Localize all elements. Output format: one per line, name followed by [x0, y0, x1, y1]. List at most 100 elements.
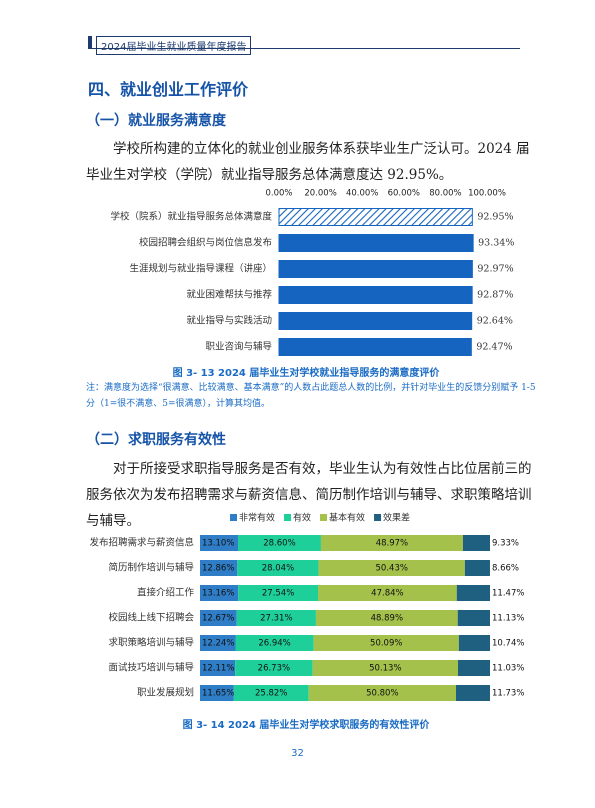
- bar: [278, 312, 473, 330]
- value-label: 13.10%: [202, 539, 234, 549]
- header-line: [92, 48, 520, 49]
- value-label: 47.84%: [371, 589, 403, 599]
- category-label: 生涯规划与就业指导课程（讲座）: [129, 263, 272, 275]
- value-label: 50.80%: [366, 689, 398, 699]
- value-label: 92.95%: [477, 212, 513, 223]
- value-label: 11.65%: [202, 689, 234, 699]
- value-label: 13.16%: [202, 589, 234, 599]
- header-title: 2024届毕业生就业质量年度报告: [96, 36, 252, 55]
- caption: 图 3- 13 2024 届毕业生对学校就业指导服务的满意度评价: [172, 368, 440, 379]
- bar-segment: [313, 635, 459, 651]
- value-label: 50.13%: [369, 664, 401, 674]
- value-label: 48.89%: [371, 614, 403, 624]
- bar-segment: [318, 585, 457, 601]
- section-title: 四、就业创业工作评价: [88, 80, 249, 99]
- value-label: 11.73%: [492, 689, 524, 699]
- x-tick-label: 20.00%: [304, 189, 336, 199]
- legend-swatch: [230, 514, 237, 521]
- bar: [278, 234, 474, 252]
- header-bar: [88, 36, 92, 49]
- bar-segment: [458, 660, 490, 676]
- category-label: 校园线上线下招聘会: [108, 612, 194, 624]
- value-label: 11.47%: [492, 589, 524, 599]
- value-label: 50.43%: [376, 564, 408, 574]
- bar-segment: [200, 585, 239, 601]
- value-label: 25.82%: [255, 689, 287, 699]
- category-label: 简历制作培训与辅导: [108, 562, 194, 574]
- x-tick-label: 100.00%: [468, 189, 506, 199]
- value-label: 92.47%: [476, 342, 512, 353]
- bar: [278, 260, 473, 278]
- value-label: 92.64%: [477, 316, 513, 327]
- value-label: 11.03%: [492, 664, 524, 674]
- category-label: 就业困难帮扶与推荐: [186, 289, 272, 301]
- category-label: 学校（院系）就业指导服务总体满意度: [110, 211, 272, 223]
- value-label: 26.73%: [258, 664, 290, 674]
- value-label: 48.97%: [376, 539, 408, 549]
- value-label: 93.34%: [478, 238, 514, 249]
- bar-segment: [315, 610, 458, 626]
- note: 注：满意度为选择“很满意、比较满意、基本满意”的人数占此题总人数的比例，并针对毕…: [86, 383, 536, 409]
- page-number: 32: [291, 748, 304, 759]
- bar: [278, 338, 472, 356]
- bar-segment: [200, 685, 234, 701]
- bar-segment: [458, 635, 491, 651]
- category-label: 校园招聘会组织与岗位信息发布: [139, 237, 272, 249]
- bar-segment: [320, 535, 463, 551]
- x-tick-label: 80.00%: [429, 189, 461, 199]
- bar: [278, 286, 473, 304]
- value-label: 11.13%: [492, 614, 524, 624]
- legend-swatch: [320, 514, 328, 521]
- bar-segment: [456, 585, 491, 601]
- legend-label: 非常有效: [239, 512, 275, 524]
- category-label: 就业指导与实践活动: [186, 315, 272, 327]
- bar-segment: [238, 585, 319, 601]
- bar-segment: [200, 535, 238, 551]
- value-label: 50.09%: [370, 639, 402, 649]
- value-label: 9.33%: [492, 539, 519, 549]
- bar-segment: [200, 610, 237, 626]
- category-label: 发布招聘需求与薪资信息: [89, 537, 194, 549]
- value-label: 28.60%: [263, 539, 295, 549]
- bar-segment: [462, 535, 490, 551]
- category-label: 职业发展规划: [137, 687, 194, 699]
- value-label: 26.94%: [258, 639, 290, 649]
- bar-segment: [200, 560, 238, 576]
- bar-segment: [308, 685, 456, 701]
- x-tick-label: 60.00%: [388, 189, 420, 199]
- legend-label: 基本有效: [329, 512, 365, 524]
- bar-segment: [235, 660, 313, 676]
- bar-segment: [464, 560, 490, 576]
- value-label: 12.11%: [202, 664, 234, 674]
- bar-segment: [200, 635, 236, 651]
- bar-segment: [236, 610, 316, 626]
- bar-segment: [200, 660, 236, 676]
- legend-label: 效果差: [383, 512, 410, 524]
- value-label: 27.54%: [262, 589, 294, 599]
- x-tick-label: 40.00%: [346, 189, 378, 199]
- value-label: 12.24%: [202, 639, 234, 649]
- bar-segment: [455, 685, 490, 701]
- paragraph: 学校所构建的立体化的就业创业服务体系获毕业生广泛认可。2024 届毕业生对学校（…: [86, 141, 530, 183]
- legend-swatch: [374, 514, 382, 521]
- bar-segment: [457, 610, 490, 626]
- value-label: 12.86%: [202, 564, 234, 574]
- bar-segment: [318, 560, 465, 576]
- value-label: 92.87%: [477, 290, 513, 301]
- value-label: 28.04%: [262, 564, 294, 574]
- value-label: 12.67%: [202, 614, 234, 624]
- value-label: 27.31%: [260, 614, 292, 624]
- bar-segment: [233, 685, 309, 701]
- caption: 图 3- 14 2024 届毕业生对学校求职服务的有效性评价: [182, 720, 430, 731]
- category-label: 面试技巧培训与辅导: [108, 662, 194, 674]
- bar: [278, 208, 473, 226]
- category-label: 直接介绍工作: [137, 587, 195, 599]
- bar-segment: [312, 660, 459, 676]
- bar-segment: [237, 560, 319, 576]
- category-label: 职业咨询与辅导: [205, 341, 272, 353]
- bar-segment: [237, 535, 321, 551]
- x-tick-label: 0.00%: [265, 189, 292, 199]
- paragraph: 对于所接受求职指导服务是否有效，毕业生认为有效性占比位居前三的服务依次为发布招聘…: [86, 461, 532, 529]
